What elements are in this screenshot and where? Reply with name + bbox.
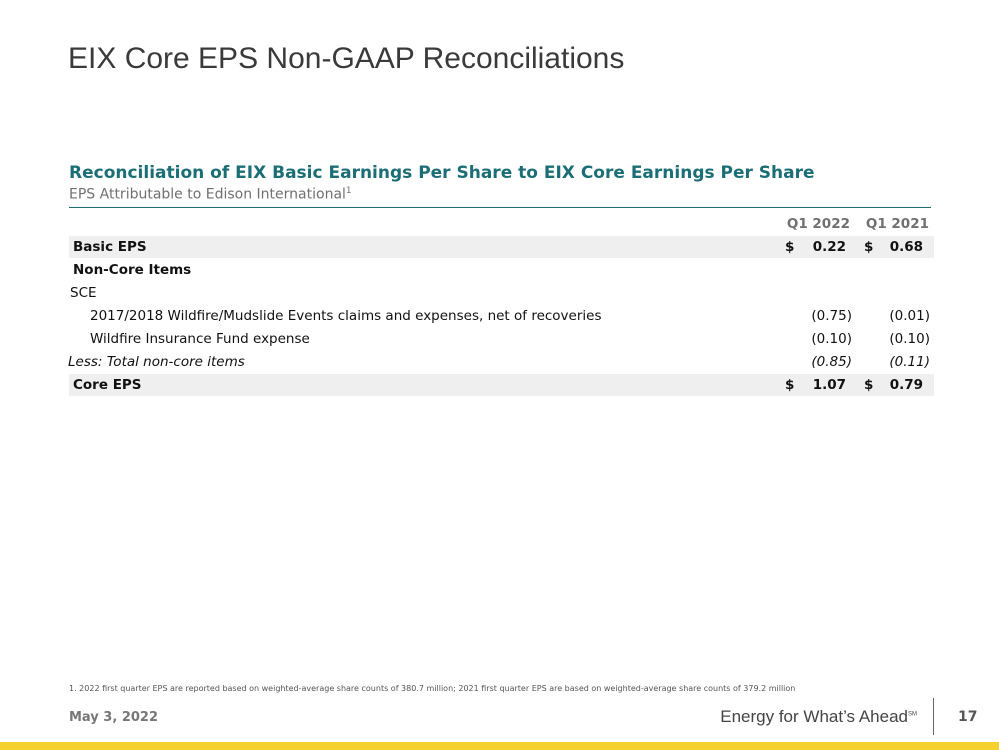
row-label: Core EPS [73,377,142,393]
row-label: Basic EPS [73,239,147,255]
tagline: Energy for What’s AheadSM [720,707,917,727]
rule [69,207,931,208]
table-row: Non-Core Items [69,259,934,281]
table-row: Basic EPS $ 0.22 $ 0.68 [69,236,934,258]
cell: (0.85) [811,354,852,370]
column-header: Q1 2022 [786,216,850,232]
slide-title: EIX Core EPS Non-GAAP Reconciliations [68,42,625,75]
cell: (0.75) [811,308,852,324]
service-mark: SM [908,711,917,718]
divider [933,698,934,735]
footnote-ref: 1 [345,186,352,196]
date: May 3, 2022 [69,710,159,725]
cell: $ [785,377,795,393]
cell: (0.11) [889,354,930,370]
row-label: Wildfire Insurance Fund expense [90,331,310,347]
row-label: Less: Total non-core items [68,354,245,370]
row-label: SCE [70,285,97,301]
tagline-text: Energy for What’s Ahead [720,707,908,726]
table-row: SCE [69,282,934,304]
table-row: Wildfire Insurance Fund expense (0.10) (… [69,328,934,350]
table-row: Core EPS $ 1.07 $ 0.79 [69,374,934,396]
cell: $ [785,239,795,255]
table-row: Less: Total non-core items (0.85) (0.11) [68,351,934,373]
cell: (0.10) [811,331,852,347]
column-header: Q1 2021 [865,216,929,232]
subtitle-text: EPS Attributable to Edison International [69,186,346,203]
footer-bar [0,742,999,750]
page-number: 17 [958,709,978,725]
cell: 0.79 [889,377,923,393]
table-row: 2017/2018 Wildfire/Mudslide Events claim… [69,305,934,327]
cell: (0.01) [889,308,930,324]
cell: (0.10) [889,331,930,347]
cell: $ [864,239,874,255]
header-row: Q1 2022 Q1 2021 [69,213,934,235]
table-subtitle: EPS Attributable to Edison International… [69,186,352,203]
cell: 1.07 [812,377,846,393]
cell: 0.68 [889,239,923,255]
cell: $ [864,377,874,393]
cell: 0.22 [812,239,846,255]
table-title: Reconciliation of EIX Basic Earnings Per… [69,163,815,183]
footnote: 1. 2022 first quarter EPS are reported b… [69,684,796,693]
row-label: Non-Core Items [73,262,192,278]
row-label: 2017/2018 Wildfire/Mudslide Events claim… [90,308,602,324]
